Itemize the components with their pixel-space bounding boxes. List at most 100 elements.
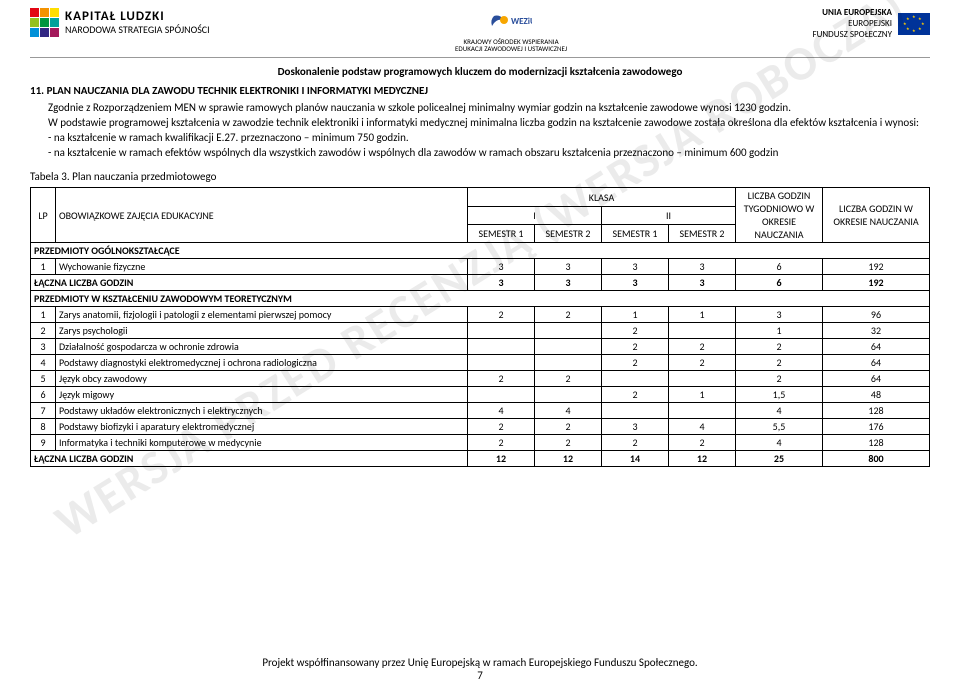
th-klasa-1: I	[468, 206, 602, 224]
table-body: PRZEDMIOTY OGÓLNOKSZTAŁCĄCE1Wychowanie f…	[31, 243, 930, 467]
cell-name: Podstawy układów elektronicznych i elekt…	[56, 403, 468, 419]
cell-value: 64	[823, 371, 930, 387]
cell-name: Język migowy	[56, 387, 468, 403]
cell-value	[468, 323, 535, 339]
page-footer: Projekt współfinansowany przez Unię Euro…	[0, 656, 960, 682]
table-group-row: PRZEDMIOTY W KSZTAŁCENIU ZAWODOWYM TEORE…	[31, 291, 930, 307]
cell-value: 1	[736, 323, 823, 339]
cell-value: 176	[823, 419, 930, 435]
eu-line3: FUNDUSZ SPOŁECZNY	[812, 29, 892, 40]
cell-value	[535, 339, 602, 355]
cell-value: 4	[736, 403, 823, 419]
cell-value: 2	[468, 435, 535, 451]
cell-value: 96	[823, 307, 930, 323]
footer-text: Projekt współfinansowany przez Unię Euro…	[0, 656, 960, 669]
table-row: 3Działalność gospodarcza w ochronie zdro…	[31, 339, 930, 355]
table-sum-row: ŁĄCZNA LICZBA GODZIN1212141225800	[31, 451, 930, 467]
table-group-row: PRZEDMIOTY OGÓLNOKSZTAŁCĄCE	[31, 243, 930, 259]
cell-value: 3	[468, 259, 535, 275]
cell-name: Język obcy zawodowy	[56, 371, 468, 387]
cell-value	[535, 387, 602, 403]
cell-value: 1	[669, 307, 736, 323]
kl-star-icon	[30, 8, 59, 37]
cell-value: 2	[669, 435, 736, 451]
cell-lp: 2	[31, 323, 56, 339]
cell-value	[535, 323, 602, 339]
cell-value: 3	[669, 259, 736, 275]
cell-value: 4	[669, 419, 736, 435]
sum-value: 12	[535, 451, 602, 467]
svg-text:★: ★	[906, 27, 910, 32]
cell-name: Zarys anatomii, fizjologii i patologii z…	[56, 307, 468, 323]
cell-value	[669, 371, 736, 387]
cell-lp: 6	[31, 387, 56, 403]
th-okr: LICZBA GODZIN W OKRESIE NAUCZANIA	[823, 188, 930, 243]
cell-value: 2	[602, 435, 669, 451]
cell-lp: 3	[31, 339, 56, 355]
cell-value	[602, 371, 669, 387]
th-klasa-2: II	[602, 206, 736, 224]
cell-value: 2	[602, 387, 669, 403]
cell-lp: 5	[31, 371, 56, 387]
section-title: 11. PLAN NAUCZANIA DLA ZAWODU TECHNIK EL…	[30, 84, 930, 97]
svg-text:★: ★	[918, 27, 922, 32]
document-subtitle: Doskonalenie podstaw programowych klucze…	[30, 65, 930, 78]
cell-value: 64	[823, 355, 930, 371]
cell-value: 2	[602, 355, 669, 371]
sum-value: 3	[669, 275, 736, 291]
cell-value: 2	[468, 419, 535, 435]
th-klasa: KLASA	[468, 188, 736, 206]
cell-value: 192	[823, 259, 930, 275]
table-row: 5Język obcy zawodowy22264	[31, 371, 930, 387]
cell-value: 2	[602, 323, 669, 339]
sum-value: 14	[602, 451, 669, 467]
sum-label: ŁĄCZNA LICZBA GODZIN	[31, 275, 468, 291]
cell-value: 2	[669, 339, 736, 355]
cell-value	[468, 387, 535, 403]
cell-lp: 4	[31, 355, 56, 371]
sum-label: ŁĄCZNA LICZBA GODZIN	[31, 451, 468, 467]
cell-value: 4	[468, 403, 535, 419]
svg-text:★: ★	[912, 15, 916, 20]
plan-table: LP OBOWIĄZKOWE ZAJĘCIA EDUKACYJNE KLASA …	[30, 187, 930, 467]
sum-value: 12	[669, 451, 736, 467]
kl-title: KAPITAŁ LUDZKI	[65, 9, 165, 24]
cell-value: 2	[468, 307, 535, 323]
cell-name: Zarys psychologii	[56, 323, 468, 339]
logo-koweziu: WEZiU KRAJOWY OŚRODEK WSPIERANIA EDUKACJ…	[455, 8, 567, 53]
cell-value: 1	[669, 387, 736, 403]
eu-line2: EUROPEJSKI	[848, 18, 892, 29]
svg-text:★: ★	[921, 22, 925, 27]
cell-value: 2	[736, 339, 823, 355]
cell-value: 3	[535, 259, 602, 275]
cell-value	[468, 355, 535, 371]
cell-value	[535, 355, 602, 371]
sum-value: 3	[535, 275, 602, 291]
cell-value: 6	[736, 259, 823, 275]
cell-lp: 1	[31, 259, 56, 275]
cell-value	[669, 403, 736, 419]
svg-text:★: ★	[906, 17, 910, 22]
table-row: 9Informatyka i techniki komputerowe w me…	[31, 435, 930, 451]
svg-text:WEZiU: WEZiU	[511, 16, 532, 27]
cell-value: 1,5	[736, 387, 823, 403]
cell-name: Informatyka i techniki komputerowe w med…	[56, 435, 468, 451]
page-number: 7	[0, 669, 960, 682]
th-s2a: SEMESTR 2	[535, 225, 602, 243]
cell-value: 128	[823, 435, 930, 451]
eu-line1: UNIA EUROPEJSKA	[822, 7, 892, 18]
sum-value: 6	[736, 275, 823, 291]
th-s1b: SEMESTR 1	[602, 225, 669, 243]
cell-value	[602, 403, 669, 419]
cell-value: 3	[602, 259, 669, 275]
cell-value: 32	[823, 323, 930, 339]
cell-value: 1	[602, 307, 669, 323]
table-row: 7Podstawy układów elektronicznych i elek…	[31, 403, 930, 419]
cell-value: 3	[602, 419, 669, 435]
cell-value: 5,5	[736, 419, 823, 435]
cell-value: 2	[669, 355, 736, 371]
body-text: Zgodnie z Rozporządzeniem MEN w sprawie …	[48, 101, 930, 160]
cell-value: 64	[823, 339, 930, 355]
cell-value: 4	[535, 403, 602, 419]
cell-value: 48	[823, 387, 930, 403]
